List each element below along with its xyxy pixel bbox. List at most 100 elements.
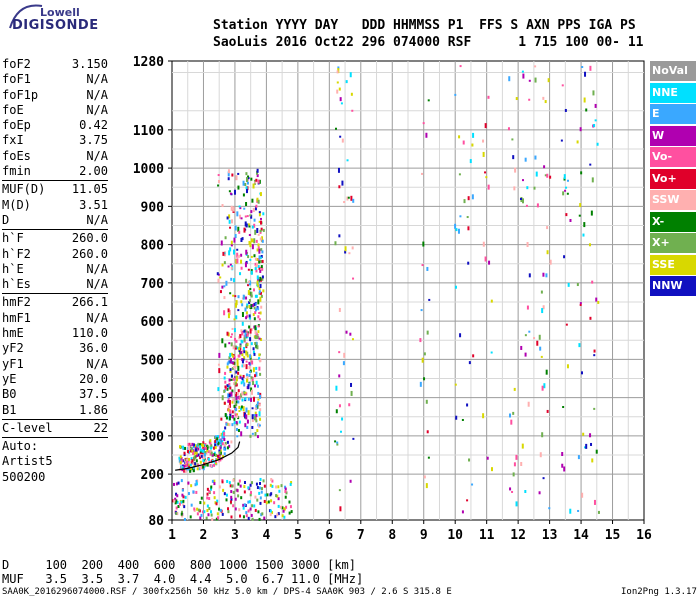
- echo-point: [195, 459, 198, 463]
- echo-point: [593, 349, 596, 353]
- echo-point: [228, 423, 231, 427]
- echo-point: [213, 453, 216, 457]
- echo-point: [351, 338, 354, 341]
- echo-point: [240, 393, 243, 398]
- echo-point: [459, 215, 462, 218]
- echo-point: [250, 328, 253, 332]
- echo-point: [229, 500, 232, 504]
- echo-point: [274, 515, 277, 519]
- echo-point: [208, 507, 211, 511]
- echo-point: [236, 435, 239, 438]
- echo-point: [247, 223, 250, 226]
- echo-point: [246, 419, 249, 424]
- echo-point: [206, 444, 209, 448]
- echo-point: [253, 218, 256, 222]
- echo-point: [549, 259, 552, 265]
- echo-point: [241, 364, 244, 368]
- param-name: C-level: [2, 420, 53, 435]
- param-row: hmE 110.0: [2, 326, 108, 341]
- echo-point: [541, 308, 544, 314]
- echo-point: [183, 505, 186, 509]
- echo-point: [511, 138, 514, 141]
- echo-point: [511, 490, 514, 493]
- param-row: foEp 0.42: [2, 118, 108, 133]
- echo-point: [563, 255, 566, 259]
- echo-point: [226, 387, 229, 391]
- echo-point: [175, 492, 178, 496]
- echo-point: [237, 295, 240, 299]
- echo-point: [288, 511, 291, 515]
- x-tick-label: 3: [231, 528, 239, 543]
- echo-point: [241, 321, 244, 326]
- echo-point: [179, 455, 182, 459]
- echo-point: [255, 380, 258, 385]
- echo-point: [256, 262, 259, 267]
- echo-point: [240, 381, 243, 385]
- echo-point: [421, 357, 424, 363]
- echo-point: [565, 186, 568, 189]
- echo-point: [245, 360, 248, 363]
- echo-point: [580, 371, 583, 375]
- echo-point: [187, 443, 190, 447]
- echo-point: [422, 122, 425, 125]
- echo-point: [243, 490, 246, 494]
- echo-point: [541, 432, 544, 438]
- echo-point: [594, 119, 597, 122]
- echo-point: [258, 353, 261, 357]
- echo-point: [253, 317, 256, 321]
- echo-point: [244, 391, 247, 394]
- echo-point: [515, 97, 518, 101]
- echo-point: [482, 139, 485, 143]
- echo-point: [194, 451, 197, 455]
- echo-point: [233, 318, 236, 321]
- echo-point: [209, 446, 212, 450]
- echo-point: [208, 459, 211, 463]
- param-name: h`F2: [2, 246, 31, 261]
- echo-point: [240, 339, 243, 343]
- echo-point: [244, 183, 247, 187]
- echo-point: [228, 309, 231, 315]
- echo-point: [192, 449, 195, 453]
- echo-point: [195, 480, 198, 484]
- echo-point: [195, 490, 198, 494]
- height-profile-trace: [175, 441, 241, 471]
- echo-point: [256, 435, 259, 439]
- echo-point: [253, 254, 256, 258]
- param-value: 2.00: [79, 164, 108, 179]
- echo-point: [487, 184, 490, 190]
- echo-point: [246, 425, 249, 429]
- echo-point: [232, 206, 235, 212]
- echo-point: [261, 239, 264, 243]
- echo-point: [337, 66, 340, 70]
- echo-point: [259, 296, 262, 302]
- echo-point: [208, 489, 211, 493]
- muf-distance-row: D 100 200 400 600 800 1000 1500 3000 [km…: [2, 558, 357, 572]
- echo-point: [258, 359, 261, 362]
- echo-point: [336, 70, 339, 74]
- echo-point: [190, 457, 193, 461]
- echo-point: [209, 441, 212, 445]
- echo-point: [181, 459, 184, 463]
- echo-point: [223, 376, 226, 380]
- echo-point: [265, 501, 268, 505]
- echo-point: [259, 276, 262, 281]
- echo-point: [228, 416, 231, 421]
- param-name: hmF1: [2, 310, 31, 325]
- echo-point: [243, 350, 246, 354]
- echo-point: [277, 497, 280, 501]
- echo-point: [254, 374, 257, 378]
- echo-point: [246, 378, 249, 383]
- echo-point: [199, 466, 202, 470]
- echo-point: [230, 335, 233, 338]
- echo-point: [459, 65, 462, 68]
- param-name: foE: [2, 102, 24, 117]
- echo-point: [255, 345, 258, 349]
- echo-point: [240, 300, 243, 304]
- echo-point: [343, 201, 346, 204]
- param-value: 266.1: [71, 295, 108, 310]
- echo-point: [229, 368, 232, 372]
- echo-point: [216, 512, 219, 516]
- echo-point: [251, 360, 254, 365]
- echo-point: [237, 365, 240, 371]
- echo-point: [190, 449, 193, 453]
